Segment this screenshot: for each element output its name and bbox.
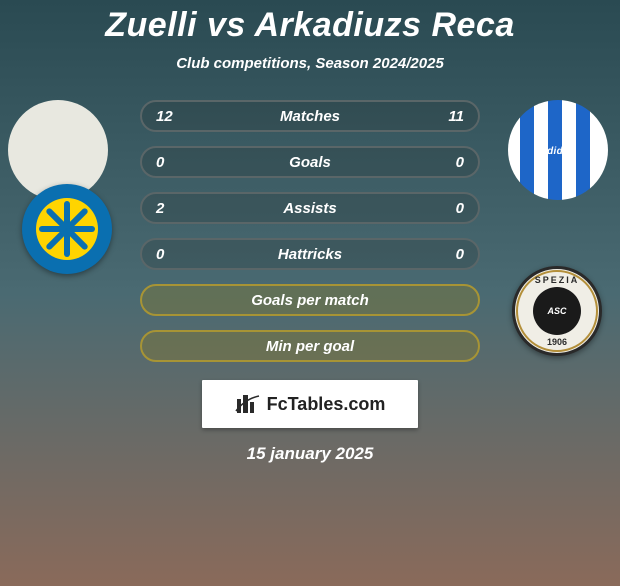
stat-label: Matches bbox=[280, 108, 340, 125]
stat-row: 0 Hattricks 0 bbox=[140, 238, 480, 270]
stat-right-value: 0 bbox=[440, 154, 464, 171]
stat-right-value: 0 bbox=[440, 200, 464, 217]
brand-icon bbox=[235, 393, 261, 415]
stat-label: Hattricks bbox=[278, 246, 342, 263]
club-right-top: SPEZIA bbox=[535, 275, 580, 285]
stat-left-value: 0 bbox=[156, 154, 180, 171]
stat-left-value: 12 bbox=[156, 108, 180, 125]
stat-right-value: 11 bbox=[440, 108, 464, 125]
stat-label: Min per goal bbox=[266, 338, 354, 355]
stat-label: Assists bbox=[283, 200, 336, 217]
player-photo-right bbox=[508, 100, 608, 200]
stat-row: 12 Matches 11 bbox=[140, 100, 480, 132]
stat-left-value: 0 bbox=[156, 246, 180, 263]
stat-label: Goals bbox=[289, 154, 331, 171]
brand-badge: FcTables.com bbox=[202, 380, 418, 428]
date-label: 15 january 2025 bbox=[0, 444, 620, 464]
stat-row: 2 Assists 0 bbox=[140, 192, 480, 224]
stat-left-value: 2 bbox=[156, 200, 180, 217]
stat-row: 0 Goals 0 bbox=[140, 146, 480, 178]
club-badge-right: SPEZIA ASC 1906 bbox=[512, 266, 602, 356]
stat-right-value: 0 bbox=[440, 246, 464, 263]
stat-rows: 12 Matches 11 0 Goals 0 2 Assists 0 0 Hattricks 0 Go… bbox=[140, 100, 480, 362]
brand-text: FcTables.com bbox=[267, 394, 386, 415]
subtitle: Club competitions, Season 2024/2025 bbox=[0, 55, 620, 72]
club-right-bottom: 1906 bbox=[547, 337, 567, 347]
stat-label: Goals per match bbox=[251, 292, 369, 309]
stat-row: Goals per match bbox=[140, 284, 480, 316]
stat-row: Min per goal bbox=[140, 330, 480, 362]
club-badge-left bbox=[22, 184, 112, 274]
page-title: Zuelli vs Arkadiuzs Reca bbox=[0, 6, 620, 45]
comparison-panel: SPEZIA ASC 1906 12 Matches 11 0 Goals 0 2 Assis… bbox=[0, 100, 620, 464]
